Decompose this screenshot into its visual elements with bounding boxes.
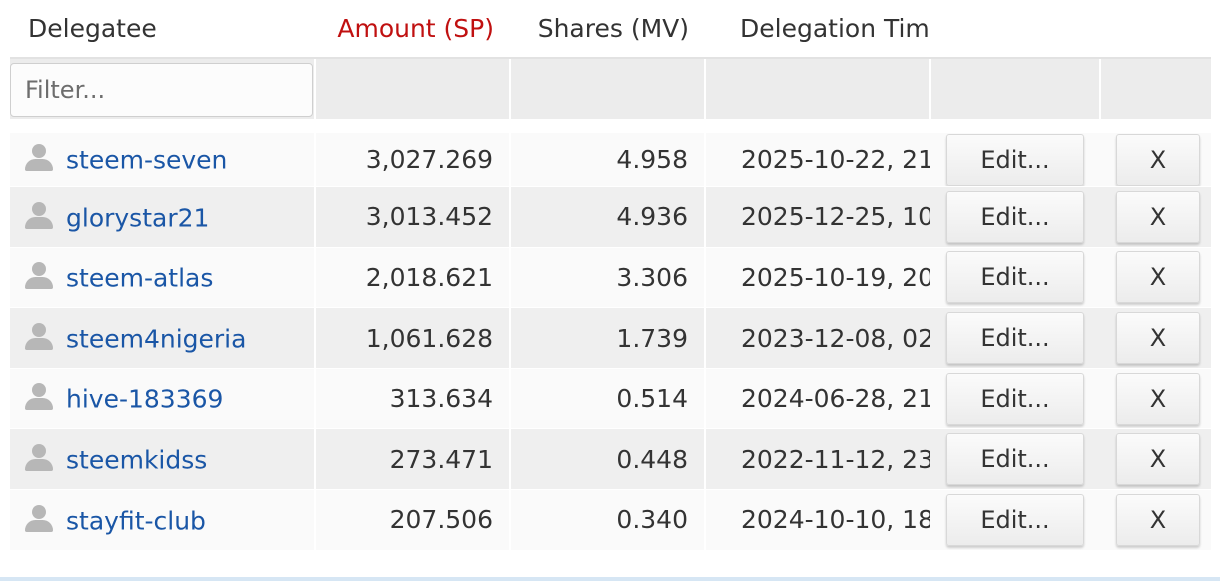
delegation-time-cell: 2024-10-10, 18: [705, 489, 930, 551]
edit-cell: Edit... [930, 247, 1100, 309]
shares-cell: 4.958 [510, 126, 706, 188]
amount-cell: 273.471 [315, 428, 511, 491]
amount-cell: 2,018.621 [315, 247, 511, 309]
delegation-time-cell: 2025-10-22, 21: [705, 126, 930, 188]
delegatee-cell: steem4nigeria [10, 307, 316, 369]
table-row: steem-atlas 2,018.621 3.306 2025-10-19, … [10, 247, 1211, 309]
column-header-delegatee[interactable]: Delegatee [10, 0, 315, 59]
delegatee-cell: steem-atlas [10, 247, 316, 309]
user-icon [24, 444, 54, 472]
remove-cell: X [1100, 428, 1211, 491]
delegatee-cell: hive-183369 [10, 368, 316, 430]
edit-cell: Edit... [930, 307, 1100, 369]
user-icon [24, 201, 54, 230]
edit-button[interactable]: Edit... [946, 433, 1084, 486]
delegation-time-cell: 2025-12-25, 10: [705, 186, 930, 248]
filter-cell-empty [1100, 58, 1211, 133]
shares-cell: 4.936 [510, 186, 706, 248]
remove-cell: X [1100, 368, 1211, 430]
delegatee-link[interactable]: steemkidss [66, 445, 208, 475]
filter-cell [10, 58, 316, 133]
amount-cell: 3,027.269 [315, 126, 511, 188]
remove-cell: X [1100, 126, 1211, 188]
table-row: steemkidss 273.471 0.448 2022-11-12, 23:… [10, 428, 1211, 491]
user-icon [24, 383, 54, 411]
delegatee-link[interactable]: steem-atlas [66, 263, 214, 293]
edit-button[interactable]: Edit... [946, 493, 1084, 546]
edit-cell: Edit... [930, 428, 1100, 491]
edit-button[interactable]: Edit... [946, 372, 1084, 425]
delegation-time-cell: 2023-12-08, 02: [705, 307, 930, 369]
remove-button[interactable]: X [1116, 433, 1200, 486]
remove-button[interactable]: X [1116, 312, 1200, 365]
delegatee-cell: stayfit-club [10, 489, 316, 551]
column-header-shares[interactable]: Shares (MV) [510, 0, 705, 59]
bottom-divider [0, 577, 1220, 581]
shares-cell: 1.739 [510, 307, 706, 369]
delegation-time-cell: 2025-10-19, 20: [705, 247, 930, 309]
user-icon [24, 322, 54, 351]
delegatee-link[interactable]: glorystar21 [66, 203, 210, 233]
amount-cell: 313.634 [315, 368, 511, 430]
column-header-edit [930, 0, 1100, 59]
shares-cell: 0.340 [510, 489, 706, 551]
table-header-row: Delegatee Amount (SP) Shares (MV) Delega… [10, 0, 1211, 59]
filter-cell-empty [930, 58, 1101, 133]
edit-button[interactable]: Edit... [946, 251, 1084, 304]
table-row: glorystar21 3,013.452 4.936 2025-12-25, … [10, 186, 1211, 248]
column-header-remove [1100, 0, 1211, 59]
table-row: hive-183369 313.634 0.514 2024-06-28, 21… [10, 368, 1211, 430]
user-icon [24, 262, 54, 290]
remove-button[interactable]: X [1116, 251, 1200, 304]
delegation-time-cell: 2024-06-28, 21: [705, 368, 930, 430]
edit-cell: Edit... [930, 186, 1100, 248]
delegations-table: Delegatee Amount (SP) Shares (MV) Delega… [10, 0, 1211, 551]
table-row: stayfit-club 207.506 0.340 2024-10-10, 1… [10, 489, 1211, 551]
filter-cell-empty [510, 58, 706, 133]
remove-cell: X [1100, 247, 1211, 309]
edit-button[interactable]: Edit... [946, 133, 1084, 186]
edit-cell: Edit... [930, 368, 1100, 430]
delegatee-cell: glorystar21 [10, 186, 316, 248]
remove-cell: X [1100, 307, 1211, 369]
filter-input[interactable] [10, 63, 313, 112]
delegatee-link[interactable]: steem4nigeria [66, 324, 247, 354]
remove-cell: X [1100, 186, 1211, 248]
shares-cell: 0.514 [510, 368, 706, 430]
delegatee-cell: steemkidss [10, 428, 316, 491]
edit-cell: Edit... [930, 126, 1100, 188]
remove-button[interactable]: X [1116, 133, 1200, 186]
delegation-time-cell: 2022-11-12, 23: [705, 428, 930, 491]
amount-cell: 3,013.452 [315, 186, 511, 248]
column-header-amount[interactable]: Amount (SP) [315, 0, 510, 59]
remove-button[interactable]: X [1116, 493, 1200, 546]
table-row: steem-seven 3,027.269 4.958 2025-10-22, … [10, 126, 1211, 188]
delegatee-link[interactable]: stayfit-club [66, 506, 206, 536]
table-row: steem4nigeria 1,061.628 1.739 2023-12-08… [10, 307, 1211, 369]
remove-button[interactable]: X [1116, 372, 1200, 425]
shares-cell: 3.306 [510, 247, 706, 309]
filter-cell-empty [705, 58, 931, 133]
amount-cell: 1,061.628 [315, 307, 511, 369]
delegatee-cell: steem-seven [10, 126, 316, 188]
remove-button[interactable]: X [1116, 190, 1200, 243]
edit-cell: Edit... [930, 489, 1100, 551]
edit-button[interactable]: Edit... [946, 312, 1084, 365]
user-icon [24, 504, 54, 533]
remove-cell: X [1100, 489, 1211, 551]
column-header-delegation-time[interactable]: Delegation Time [705, 0, 930, 59]
delegatee-link[interactable]: steem-seven [66, 145, 228, 175]
amount-cell: 207.506 [315, 489, 511, 551]
shares-cell: 0.448 [510, 428, 706, 491]
filter-cell-empty [315, 58, 511, 133]
table-body: steem-seven 3,027.269 4.958 2025-10-22, … [10, 126, 1211, 551]
edit-button[interactable]: Edit... [946, 190, 1084, 243]
filter-row [10, 58, 1211, 133]
user-icon [24, 144, 54, 172]
delegatee-link[interactable]: hive-183369 [66, 384, 224, 414]
